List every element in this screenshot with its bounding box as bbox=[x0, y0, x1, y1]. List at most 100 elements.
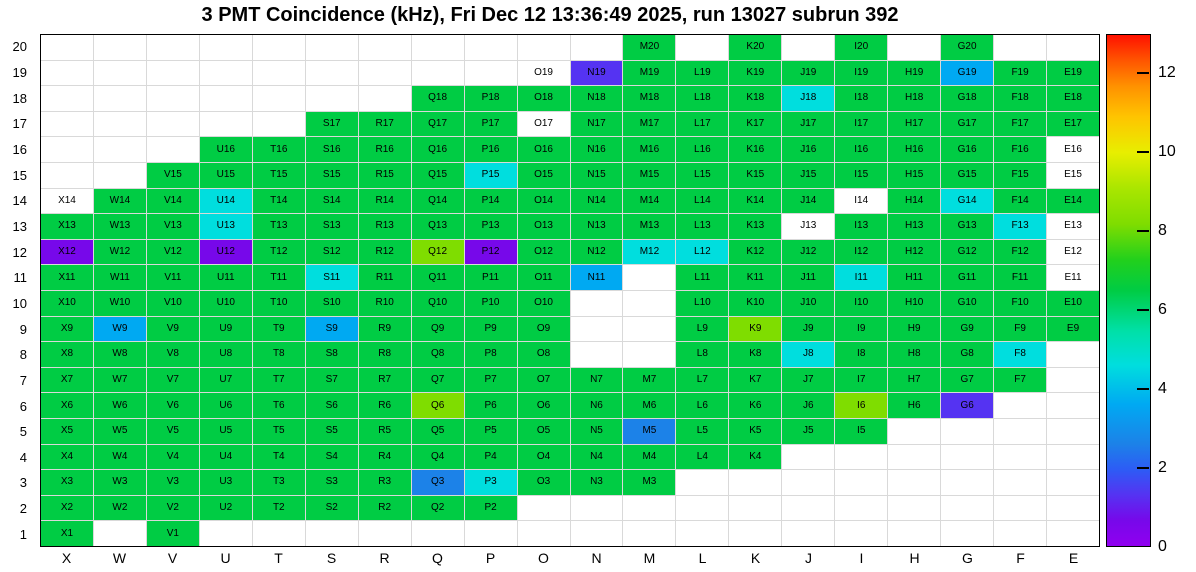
y-axis-label-19: 19 bbox=[12, 64, 27, 80]
cell-label: T9 bbox=[272, 322, 285, 334]
cell-label: Q18 bbox=[428, 92, 448, 104]
heatmap-cell-empty bbox=[1047, 367, 1099, 393]
cell-label: P4 bbox=[484, 450, 497, 462]
cell-label: F15 bbox=[1011, 169, 1029, 181]
heatmap-cell-R17: R17 bbox=[358, 111, 411, 137]
heatmap-cell-Q6: Q6 bbox=[411, 393, 464, 418]
heatmap-cell-empty bbox=[41, 163, 93, 188]
cell-label: Q8 bbox=[430, 348, 445, 360]
cell-label: P2 bbox=[484, 502, 497, 514]
cell-label: E18 bbox=[1064, 92, 1082, 104]
cell-label: U9 bbox=[219, 322, 233, 334]
heatmap-cell-T15: T15 bbox=[252, 163, 305, 188]
cell-label: G6 bbox=[960, 399, 974, 411]
heatmap-cell-empty bbox=[782, 495, 835, 521]
cell-label: N5 bbox=[590, 425, 603, 437]
cell-label: S2 bbox=[325, 502, 338, 514]
heatmap-cell-empty bbox=[199, 60, 252, 86]
cell-label: L15 bbox=[694, 169, 711, 181]
heatmap-cell-O10: O10 bbox=[517, 291, 570, 316]
cell-label: P8 bbox=[484, 348, 497, 360]
heatmap-cell-empty bbox=[41, 35, 93, 60]
cell-label: F16 bbox=[1011, 143, 1029, 155]
cell-label: L16 bbox=[694, 143, 711, 155]
cell-label: W8 bbox=[112, 348, 128, 360]
heatmap-cell-F12: F12 bbox=[994, 239, 1047, 265]
cell-label: W4 bbox=[112, 450, 128, 462]
cell-label: H15 bbox=[904, 169, 924, 181]
heatmap-cell-W14: W14 bbox=[93, 188, 146, 214]
heatmap-cell-N12: N12 bbox=[570, 239, 623, 265]
heatmap-cell-S15: S15 bbox=[305, 163, 358, 188]
cell-label: X10 bbox=[58, 297, 76, 309]
heatmap-cell-G10: G10 bbox=[941, 291, 994, 316]
heatmap-cell-X11: X11 bbox=[41, 265, 93, 290]
cell-label: U3 bbox=[219, 476, 233, 488]
heatmap-cell-empty bbox=[782, 470, 835, 495]
heatmap-cell-I20: I20 bbox=[835, 35, 888, 60]
heatmap-cell-I16: I16 bbox=[835, 137, 888, 162]
heatmap-cell-empty bbox=[994, 495, 1047, 521]
heatmap-cell-P9: P9 bbox=[464, 316, 517, 342]
colorbar-tick-label: 4 bbox=[1158, 380, 1167, 398]
heatmap-cell-empty bbox=[252, 111, 305, 137]
heatmap-cell-M19: M19 bbox=[623, 60, 676, 86]
colorbar-tick-label: 10 bbox=[1158, 143, 1176, 161]
cell-label: V15 bbox=[163, 169, 182, 181]
heatmap-cell-N11: N11 bbox=[570, 265, 623, 290]
heatmap-cell-H10: H10 bbox=[888, 291, 941, 316]
heatmap-cell-S2: S2 bbox=[305, 495, 358, 521]
heatmap-cell-I17: I17 bbox=[835, 111, 888, 137]
cell-label: S11 bbox=[323, 271, 341, 283]
heatmap-cell-I10: I10 bbox=[835, 291, 888, 316]
x-axis-label-V: V bbox=[167, 550, 178, 566]
heatmap-cell-W5: W5 bbox=[93, 419, 146, 444]
heatmap-cell-U7: U7 bbox=[199, 367, 252, 393]
heatmap-cell-empty bbox=[146, 111, 199, 137]
colorbar-tick bbox=[1137, 151, 1149, 154]
heatmap-cell-O12: O12 bbox=[517, 239, 570, 265]
heatmap-cell-P14: P14 bbox=[464, 188, 517, 214]
heatmap-cell-J7: J7 bbox=[782, 367, 835, 393]
cell-label: N14 bbox=[587, 194, 606, 206]
heatmap-cell-L6: L6 bbox=[676, 393, 729, 418]
cell-label: N11 bbox=[587, 271, 606, 283]
heatmap-cell-P2: P2 bbox=[464, 495, 517, 521]
cell-label: S14 bbox=[322, 194, 341, 206]
heatmap-cell-empty bbox=[93, 60, 146, 86]
heatmap-cell-empty bbox=[358, 521, 411, 546]
cell-label: S15 bbox=[322, 169, 341, 181]
cell-label: M5 bbox=[642, 425, 657, 437]
heatmap-cell-X2: X2 bbox=[41, 495, 93, 521]
heatmap-cell-O18: O18 bbox=[517, 86, 570, 111]
cell-label: K19 bbox=[746, 66, 765, 78]
cell-label: J7 bbox=[802, 374, 814, 386]
heatmap-cell-empty bbox=[676, 35, 729, 60]
heatmap-cell-empty bbox=[888, 419, 941, 444]
heatmap-cell-P17: P17 bbox=[464, 111, 517, 137]
heatmap-cell-F7: F7 bbox=[994, 367, 1047, 393]
heatmap-cell-X6: X6 bbox=[41, 393, 93, 418]
cell-label: M18 bbox=[639, 92, 660, 104]
cell-label: Q17 bbox=[428, 118, 448, 130]
heatmap-cell-S6: S6 bbox=[305, 393, 358, 418]
heatmap-cell-J13: J13 bbox=[782, 214, 835, 239]
cell-label: O18 bbox=[534, 92, 553, 104]
heatmap-cell-H18: H18 bbox=[888, 86, 941, 111]
cell-label: M14 bbox=[639, 194, 660, 206]
heatmap-cell-P11: P11 bbox=[464, 265, 517, 290]
cell-label: X9 bbox=[60, 322, 74, 334]
cell-label: H19 bbox=[904, 66, 924, 78]
cell-label: P10 bbox=[481, 297, 500, 309]
heatmap-cell-L11: L11 bbox=[676, 265, 729, 290]
cell-label: V5 bbox=[166, 425, 179, 437]
heatmap-cell-Q13: Q13 bbox=[411, 214, 464, 239]
heatmap-cell-empty bbox=[93, 521, 146, 546]
cell-label: S17 bbox=[322, 118, 341, 130]
heatmap-cell-K13: K13 bbox=[729, 214, 782, 239]
cell-label: W9 bbox=[112, 322, 128, 334]
heatmap-cell-T5: T5 bbox=[252, 419, 305, 444]
heatmap-cell-empty bbox=[729, 470, 782, 495]
heatmap-cell-empty bbox=[305, 60, 358, 86]
heatmap-cell-R8: R8 bbox=[358, 342, 411, 367]
